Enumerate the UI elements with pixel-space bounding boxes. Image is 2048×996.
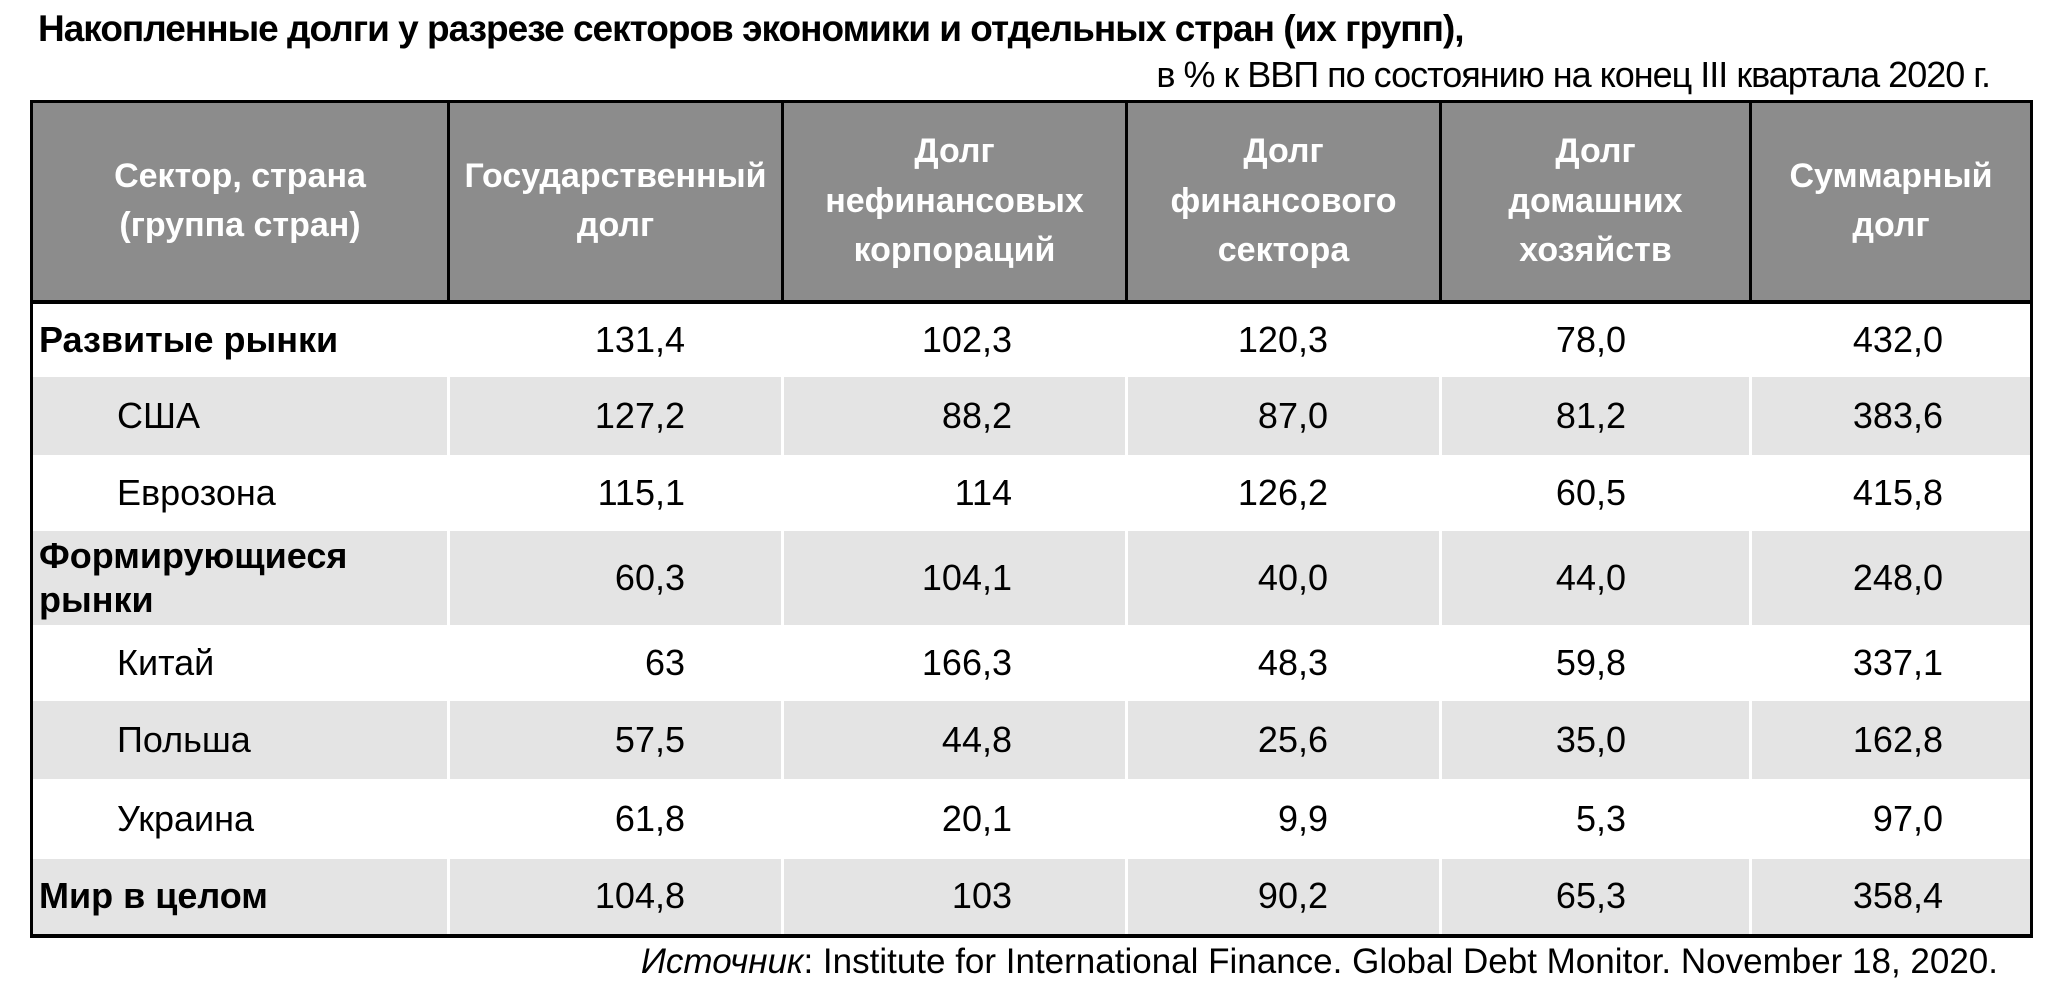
value-cell: 88,2 — [782, 376, 1128, 455]
source-text: : Institute for International Finance. G… — [803, 942, 1998, 981]
header-row: Сектор, страна (группа стран) Государств… — [30, 100, 2033, 304]
row-label: Украина — [30, 778, 450, 859]
value-cell: 59,8 — [1440, 624, 1752, 701]
table-row: Китай 63 166,3 48,3 59,8 337,1 — [30, 624, 2033, 701]
page-title: Накопленные долги у разрезе секторов эко… — [38, 8, 1465, 49]
source-note: Источник: Institute for International Fi… — [641, 942, 1998, 982]
header-sector-country: Сектор, страна (группа стран) — [30, 100, 450, 304]
value-cell: 115,1 — [448, 454, 784, 531]
table-row: Польша 57,5 44,8 25,6 35,0 162,8 — [30, 700, 2033, 779]
value-cell: 9,9 — [1126, 778, 1442, 859]
row-label: Польша — [30, 700, 450, 779]
value-cell: 61,8 — [448, 778, 784, 859]
row-label: Формирующиеся рынки — [30, 530, 450, 625]
header-total-debt: Суммарный долг — [1749, 100, 2033, 304]
header-government-debt: Государственный долг — [447, 100, 784, 304]
value-cell: 126,2 — [1126, 454, 1442, 531]
table-row: Украина 61,8 20,1 9,9 5,3 97,0 — [30, 778, 2033, 859]
table-row: Мир в целом 104,8 103 90,2 65,3 358,4 — [30, 858, 2033, 936]
value-cell: 57,5 — [448, 700, 784, 779]
value-cell: 81,2 — [1440, 376, 1752, 455]
row-label: США — [30, 376, 450, 455]
row-label: Еврозона — [30, 454, 450, 531]
value-cell: 337,1 — [1750, 624, 2033, 701]
value-cell: 5,3 — [1440, 778, 1752, 859]
header-nonfinancial-corporations-debt: Долг нефинансовых корпораций — [781, 100, 1128, 304]
debt-table: Сектор, страна (группа стран) Государств… — [30, 100, 2033, 938]
header-household-debt: Долг домашних хозяйств — [1439, 100, 1752, 304]
value-cell: 40,0 — [1126, 530, 1442, 625]
table-row: Формирующиеся рынки 60,3 104,1 40,0 44,0 248,… — [30, 530, 2033, 625]
value-cell: 20,1 — [782, 778, 1128, 859]
value-cell: 104,1 — [782, 530, 1128, 625]
value-cell: 248,0 — [1750, 530, 2033, 625]
row-label: Китай — [30, 624, 450, 701]
table-row: Еврозона 115,1 114 126,2 60,5 415,8 — [30, 454, 2033, 531]
value-cell: 127,2 — [448, 376, 784, 455]
value-cell: 63 — [448, 624, 784, 701]
header-financial-sector-debt: Долг финансового сектора — [1125, 100, 1442, 304]
value-cell: 90,2 — [1126, 858, 1442, 936]
value-cell: 65,3 — [1440, 858, 1752, 936]
value-cell: 35,0 — [1440, 700, 1752, 779]
source-label: Источник — [640, 942, 804, 981]
value-cell: 25,6 — [1126, 700, 1442, 779]
table-row: Развитые рынки 131,4 102,3 120,3 78,0 432,0 — [30, 301, 2033, 377]
value-cell: 44,8 — [782, 700, 1128, 779]
value-cell: 120,3 — [1126, 301, 1442, 377]
row-label: Мир в целом — [30, 858, 450, 936]
value-cell: 415,8 — [1750, 454, 2033, 531]
table-row: США 127,2 88,2 87,0 81,2 383,6 — [30, 376, 2033, 455]
value-cell: 104,8 — [448, 858, 784, 936]
value-cell: 78,0 — [1440, 301, 1752, 377]
value-cell: 383,6 — [1750, 376, 2033, 455]
value-cell: 162,8 — [1750, 700, 2033, 779]
value-cell: 358,4 — [1750, 858, 2033, 936]
value-cell: 103 — [782, 858, 1128, 936]
value-cell: 60,5 — [1440, 454, 1752, 531]
value-cell: 87,0 — [1126, 376, 1442, 455]
value-cell: 432,0 — [1750, 301, 2033, 377]
value-cell: 97,0 — [1750, 778, 2033, 859]
value-cell: 114 — [782, 454, 1128, 531]
value-cell: 102,3 — [782, 301, 1128, 377]
value-cell: 44,0 — [1440, 530, 1752, 625]
value-cell: 48,3 — [1126, 624, 1442, 701]
page-subtitle: в % к ВВП по состоянию на конец III квар… — [1156, 54, 1991, 95]
value-cell: 60,3 — [448, 530, 784, 625]
value-cell: 131,4 — [448, 301, 784, 377]
value-cell: 166,3 — [782, 624, 1128, 701]
row-label: Развитые рынки — [30, 301, 450, 377]
